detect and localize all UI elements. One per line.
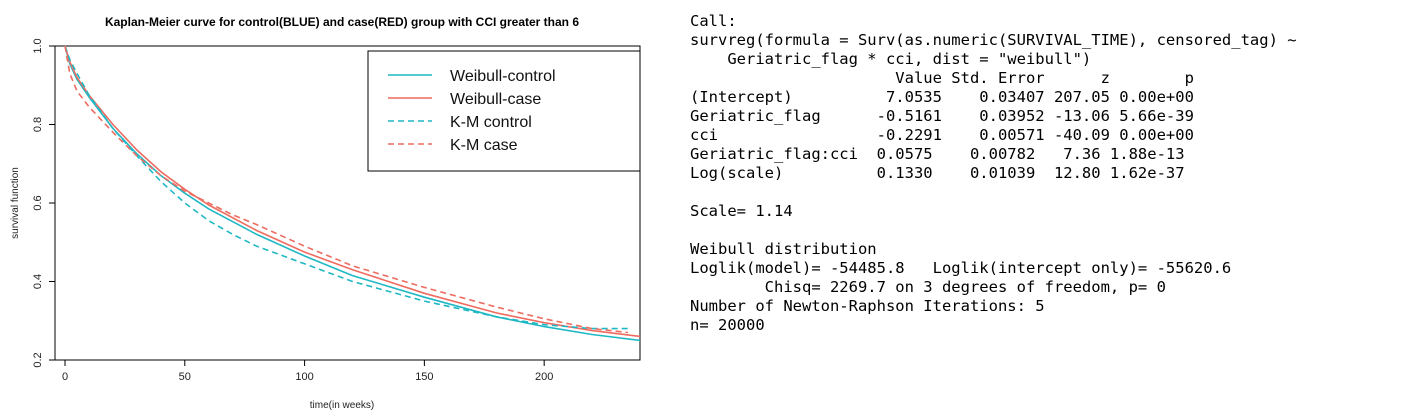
- series-line-weibull-case: [64, 45, 641, 338]
- legend-box: [367, 50, 641, 172]
- console-line: cci -0.2291 0.00571 -40.09 0.00e+00: [690, 126, 1194, 144]
- y-tick-label: 1.0: [32, 38, 44, 53]
- console-line: Call:: [690, 12, 737, 30]
- legend-label: K-M case: [450, 137, 518, 154]
- console-line: Number of Newton-Raphson Iterations: 5: [690, 297, 1045, 315]
- x-tick-label: 100: [295, 371, 313, 383]
- y-axis-label: survival function: [10, 167, 21, 239]
- y-tick-label: 0.6: [32, 195, 44, 210]
- km-plot-panel: Kaplan-Meier curve for control(BLUE) and…: [0, 0, 660, 418]
- x-tick-label: 150: [415, 371, 433, 383]
- r-console-output: Call: survreg(formula = Surv(as.numeric(…: [690, 12, 1415, 412]
- console-line: (Intercept) 7.0535 0.03407 207.05 0.00e+…: [690, 88, 1194, 106]
- legend-label: Weibull-control: [450, 68, 556, 85]
- x-axis-label: time(in weeks): [310, 400, 374, 411]
- x-tick-label: 0: [62, 371, 68, 383]
- legend-label: Weibull-case: [450, 91, 541, 108]
- console-line: Geriatric_flag * cci, dist = "weibull"): [690, 50, 1092, 68]
- x-tick-label: 200: [535, 371, 553, 383]
- series-line-k-m-case: [64, 45, 629, 334]
- km-chart: Kaplan-Meier curve for control(BLUE) and…: [10, 15, 641, 411]
- console-line: survreg(formula = Surv(as.numeric(SURVIV…: [690, 31, 1297, 49]
- legend-label: K-M control: [450, 114, 532, 131]
- console-line: Weibull distribution: [690, 240, 877, 258]
- survreg-summary-text: Call: survreg(formula = Surv(as.numeric(…: [690, 12, 1415, 335]
- series-line-k-m-control: [64, 45, 628, 330]
- console-line: Chisq= 2269.7 on 3 degrees of freedom, p…: [690, 278, 1166, 296]
- y-tick-label: 0.8: [32, 117, 44, 132]
- chart-title: Kaplan-Meier curve for control(BLUE) and…: [105, 15, 579, 29]
- y-tick-label: 0.4: [32, 274, 44, 289]
- console-line: Scale= 1.14: [690, 202, 793, 220]
- x-tick-label: 50: [179, 371, 191, 383]
- y-tick-label: 0.2: [32, 352, 44, 367]
- console-line: Value Std. Error z p: [690, 69, 1194, 87]
- console-line: Geriatric_flag -0.5161 0.03952 -13.06 5.…: [690, 107, 1194, 125]
- console-line: n= 20000: [690, 316, 765, 334]
- console-line: Loglik(model)= -54485.8 Loglik(intercept…: [690, 259, 1232, 277]
- console-line: Geriatric_flag:cci 0.0575 0.00782 7.36 1…: [690, 145, 1185, 163]
- console-line: Log(scale) 0.1330 0.01039 12.80 1.62e-37: [690, 164, 1185, 182]
